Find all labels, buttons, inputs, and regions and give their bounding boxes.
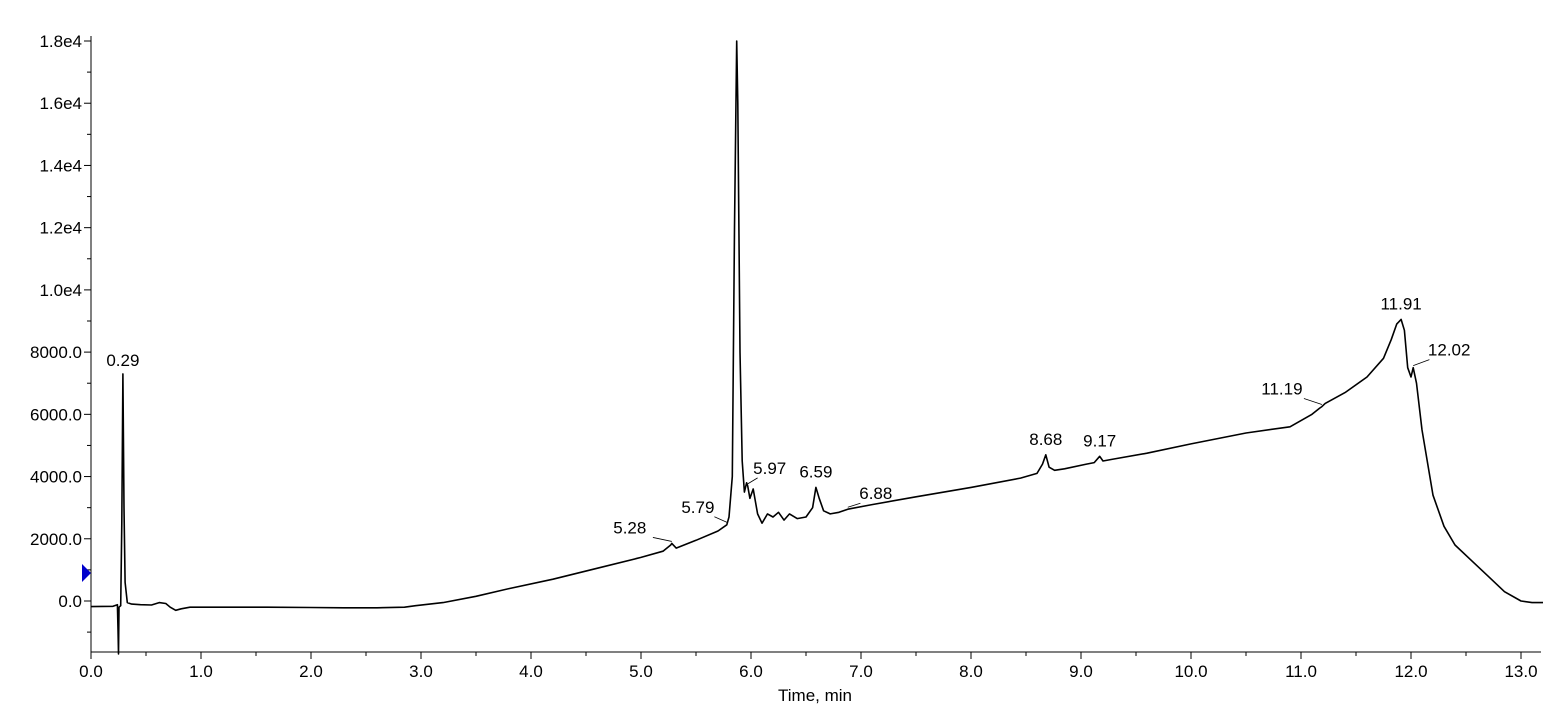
x-tick-label: 1.0 (189, 662, 213, 681)
y-tick-label: 1.0e4 (39, 281, 82, 300)
peak-label: 0.29 (106, 351, 139, 370)
x-tick-label: 10.0 (1174, 662, 1207, 681)
peak-label: 8.68 (1029, 430, 1062, 449)
peak-label: 11.19 (1261, 380, 1302, 399)
peak-leader-line (652, 537, 672, 542)
peak-leader-line (847, 502, 861, 508)
y-tick-label: 6000.0 (30, 405, 82, 424)
peak-label: 11.91 (1380, 294, 1421, 313)
peak-label: 6.59 (799, 462, 832, 481)
peak-leader-line (747, 477, 758, 485)
peak-leader-line (1303, 398, 1323, 405)
ticks-group: 0.0 1.0 2.0 3.0 4.0 5.0 6.0 7.0 8.0 9.0 10.0 11.0 12… (30, 32, 1538, 681)
y-tick-label: 2000.0 (30, 530, 82, 549)
x-tick-label: 3.0 (409, 662, 433, 681)
peak-leader-line (1413, 359, 1430, 367)
y-tick-label: 1.8e4 (39, 32, 82, 51)
chromatogram-trace (90, 40, 1543, 655)
x-tick-label: 4.0 (519, 662, 543, 681)
y-tick-label: 1.2e4 (39, 219, 82, 238)
peak-label: 5.97 (753, 459, 786, 478)
x-axis-title: Time, min (778, 686, 852, 705)
axes-group (90, 36, 1541, 653)
peak-label: 6.88 (859, 484, 892, 503)
x-tick-label: 2.0 (299, 662, 323, 681)
peak-labels-group: 0.29 5.28 5.79 5.97 6.59 6.88 8.68 9.17 11.19 11.… (106, 294, 1471, 542)
y-tick-label: 8000.0 (30, 343, 82, 362)
x-tick-label: 9.0 (1069, 662, 1093, 681)
y-tick-label: 1.4e4 (39, 156, 82, 175)
peak-label: 12.02 (1428, 341, 1471, 360)
y-tick-label: 0.0 (58, 592, 82, 611)
x-tick-label: 8.0 (959, 662, 983, 681)
baseline-marker-icon (82, 564, 91, 582)
x-tick-label: 11.0 (1285, 662, 1317, 681)
peak-label: 5.28 (613, 518, 646, 537)
peak-label: 5.79 (681, 498, 714, 517)
y-tick-label: 4000.0 (30, 468, 82, 487)
peak-label: 9.17 (1083, 431, 1116, 450)
x-tick-label: 12.0 (1394, 662, 1427, 681)
x-tick-label: 5.0 (629, 662, 653, 681)
peak-leader-line (714, 516, 729, 524)
series-group (90, 40, 1543, 655)
x-tick-label: 6.0 (739, 662, 763, 681)
x-tick-label: 13.0 (1504, 662, 1537, 681)
y-tick-label: 1.6e4 (39, 94, 82, 113)
x-tick-label: 7.0 (849, 662, 873, 681)
x-tick-label: 0.0 (79, 662, 103, 681)
